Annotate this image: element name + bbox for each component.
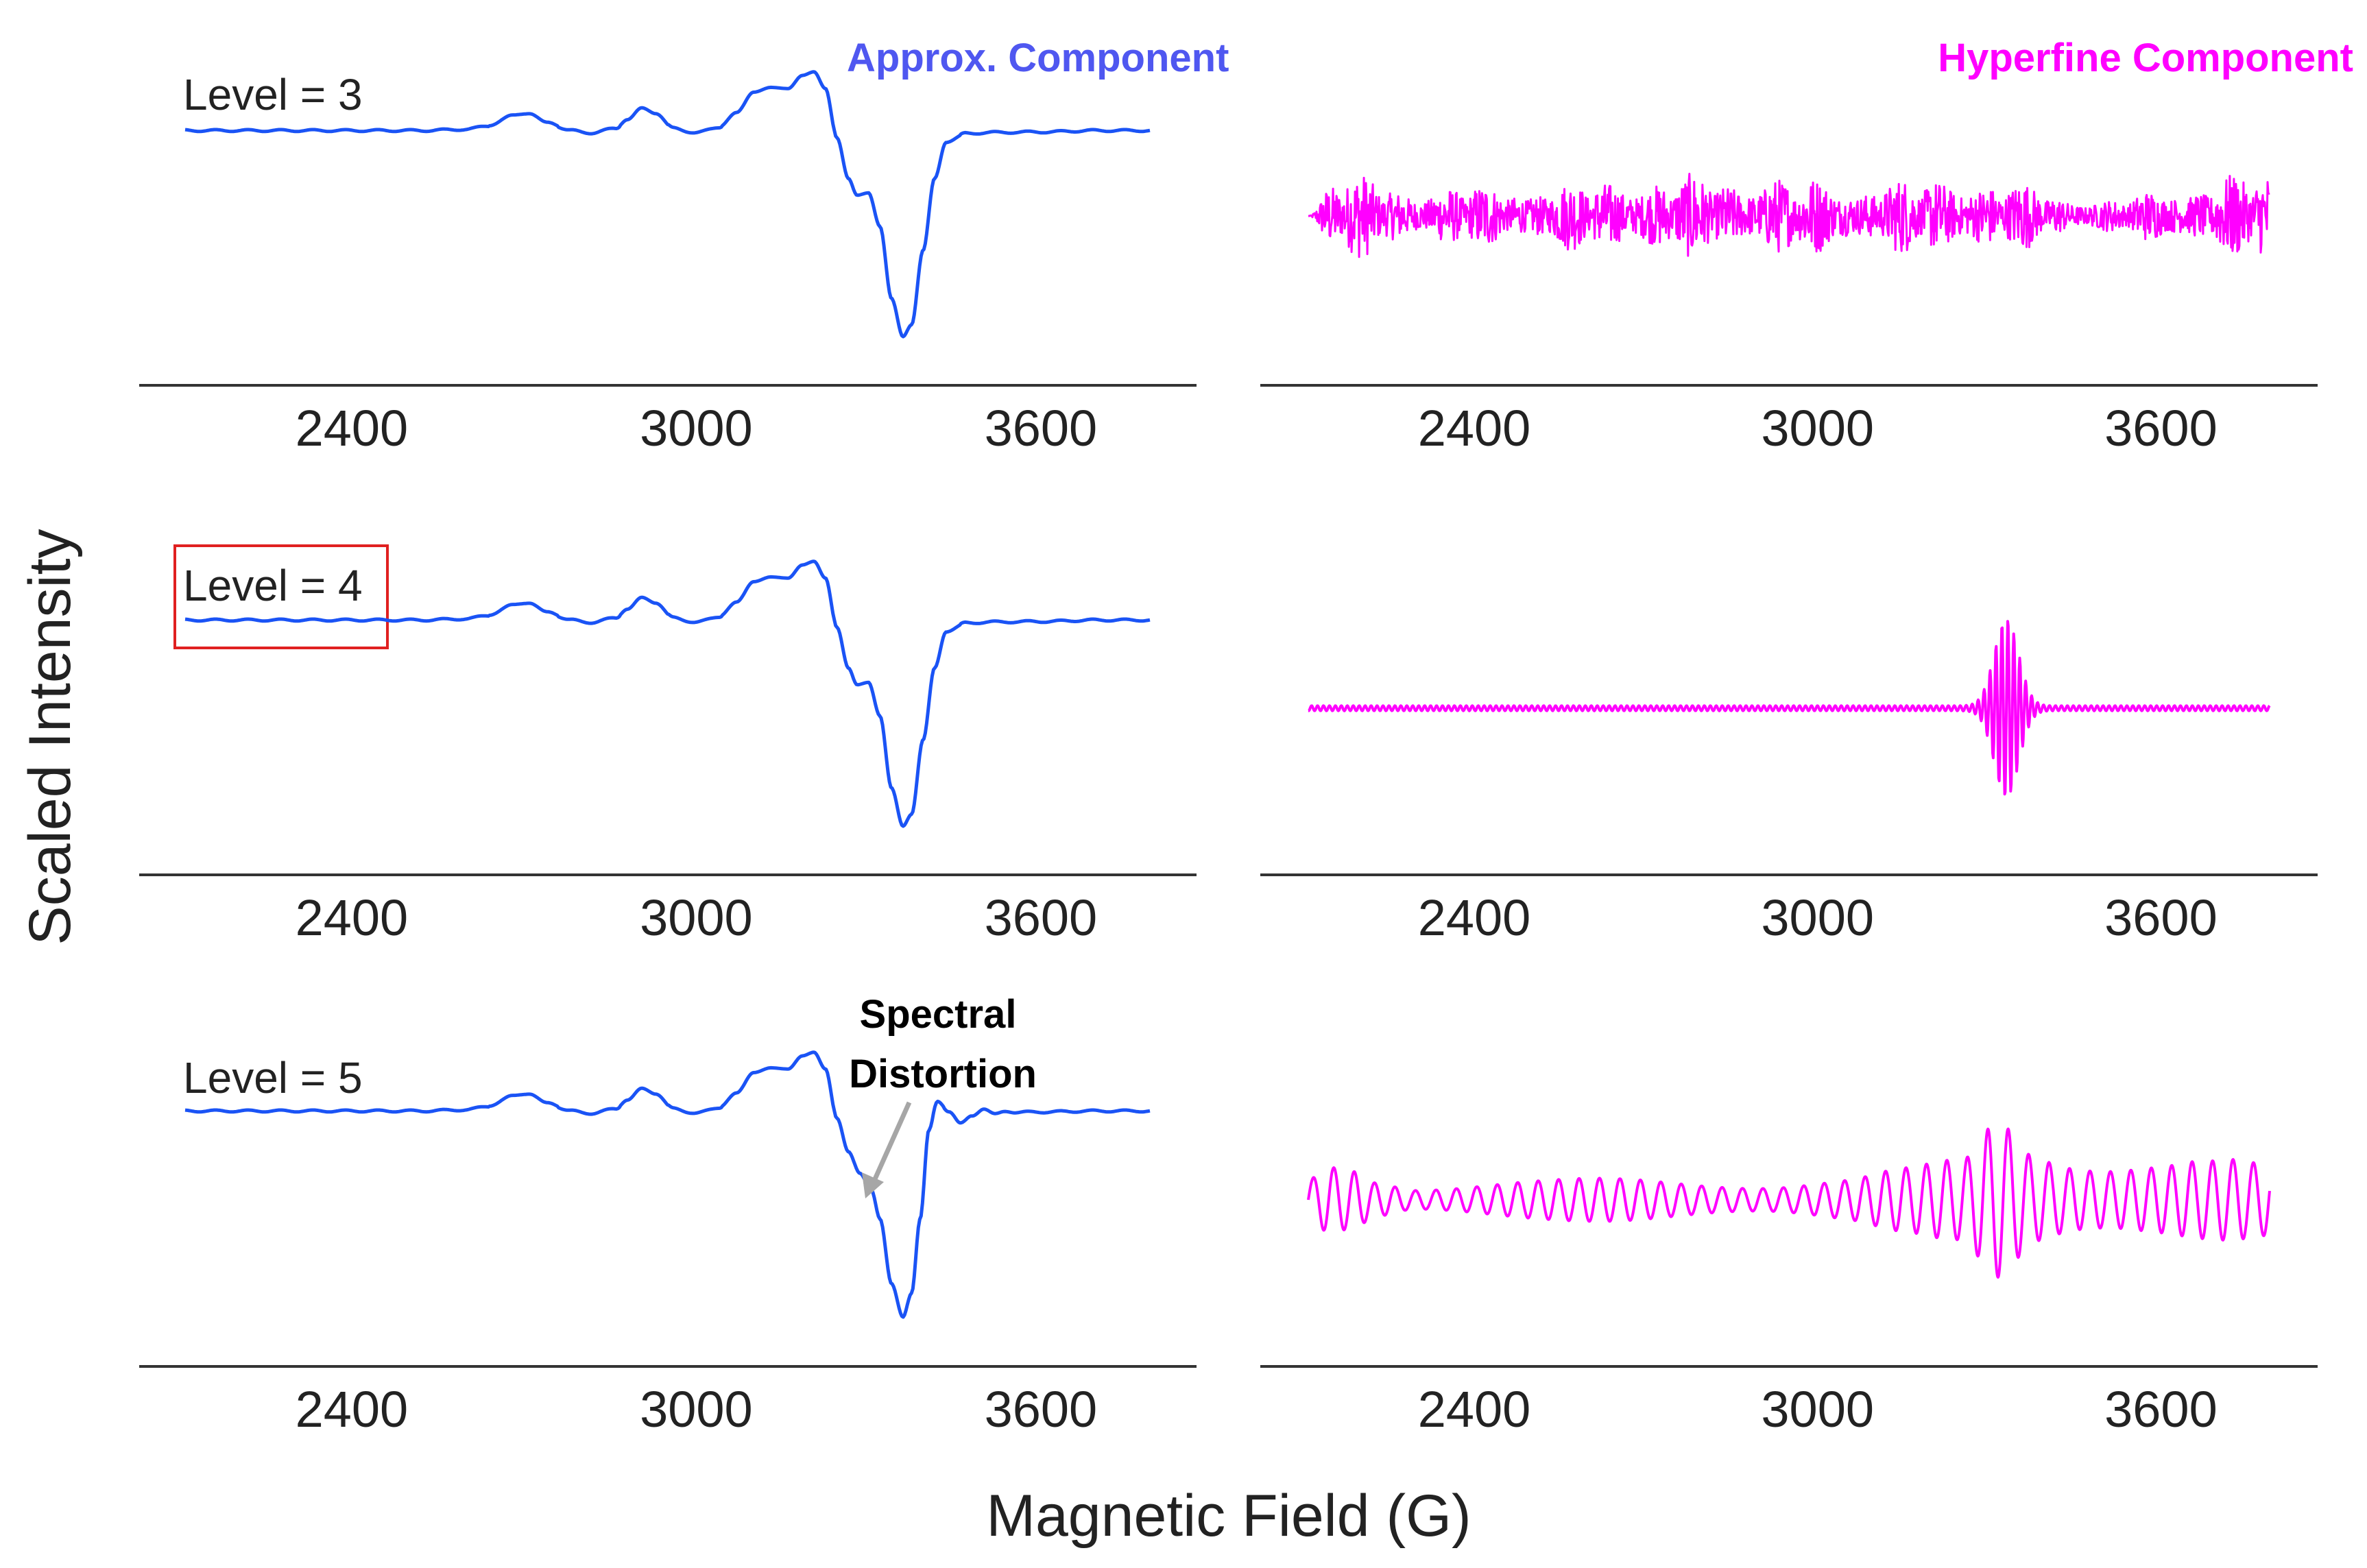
x-tick-label: 2400: [1418, 1381, 1531, 1438]
legend-approx-label: Approx. Component: [847, 36, 1229, 80]
approx-component-line: [184, 70, 1151, 339]
hyperfine-component-line: [1307, 620, 2271, 796]
x-tick-label: 3600: [2104, 400, 2218, 457]
x-tick-label: 2400: [296, 400, 409, 457]
legend-hyperfine-label: Hyperfine Component: [1938, 36, 2353, 80]
x-tick-label: 3000: [640, 889, 753, 946]
level-label: Level = 5: [183, 1053, 363, 1102]
x-tick-label: 3600: [2104, 1381, 2218, 1438]
approx-component-line: [184, 1050, 1151, 1319]
annotation-spectral: Spectral: [860, 992, 1017, 1037]
panel-row-5: 2400 3000 3600 2400 3000 3600 Level = 5: [139, 1050, 2318, 1438]
x-tick-label: 2400: [1418, 889, 1531, 946]
annotation-arrow: [862, 1101, 912, 1198]
hyperfine-component-line: [1307, 1127, 2271, 1279]
level-label: Level = 3: [183, 70, 363, 119]
x-tick-label: 2400: [296, 1381, 409, 1438]
panel-row-3: 2400 3000 3600 2400 3000 3600 Level = 3: [139, 70, 2318, 457]
x-axis-title: Magnetic Field (G): [986, 1483, 1471, 1549]
x-tick-label: 3000: [1761, 400, 1874, 457]
x-tick-label: 3600: [2104, 889, 2218, 946]
x-tick-label: 3600: [985, 400, 1098, 457]
x-tick-label: 3600: [985, 889, 1098, 946]
x-tick-label: 3000: [1761, 889, 1874, 946]
level-label: Level = 4: [183, 561, 363, 610]
x-tick-label: 3000: [1761, 1381, 1874, 1438]
x-tick-label: 3000: [640, 1381, 753, 1438]
highlight-box: [173, 544, 389, 649]
panel-row-4: 2400 3000 3600 2400 3000 3600 Level = 4: [139, 544, 2318, 946]
x-tick-label: 2400: [1418, 400, 1531, 457]
x-tick-label: 2400: [296, 889, 409, 946]
annotation-distortion: Distortion: [849, 1052, 1037, 1096]
hyperfine-component-line: [1308, 173, 2270, 258]
panels-group: 2400 3000 3600 2400 3000 3600 Level = 3 2400 300…: [139, 70, 2318, 1438]
x-tick-label: 3000: [640, 400, 753, 457]
approx-component-line: [184, 559, 1151, 828]
x-tick-label: 3600: [985, 1381, 1098, 1438]
y-axis-title: Scaled Intensity: [17, 529, 83, 945]
